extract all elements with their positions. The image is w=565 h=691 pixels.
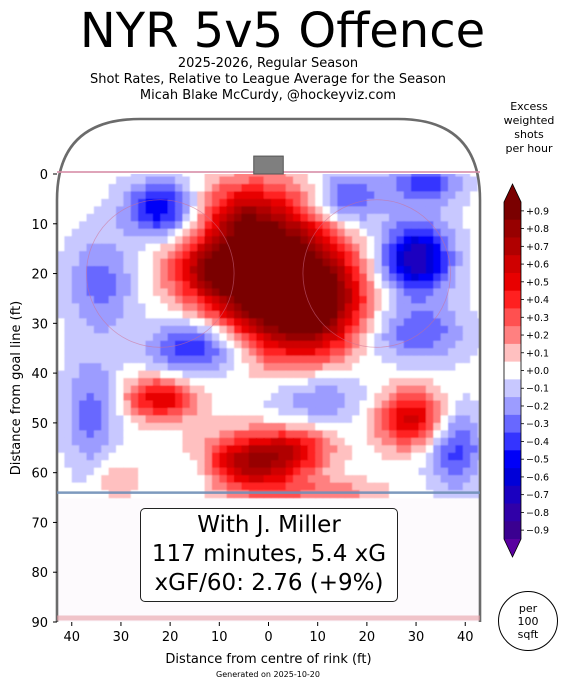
colorbar-tick-label: +0.8 (526, 224, 549, 235)
annotation-line-xgf: xGF/60: 2.76 (+9%) (154, 570, 384, 596)
colorbar-segment (504, 432, 521, 451)
colorbar-segment (504, 379, 521, 398)
y-tick-label: 60 (31, 467, 48, 482)
faceoff-circle-left (86, 199, 235, 348)
y-tick-label: 20 (31, 268, 48, 283)
colorbar-tick-label: −0.8 (526, 508, 549, 519)
colorbar-tick-label: +0.7 (526, 242, 549, 253)
colorbar-tick-label: −0.1 (526, 384, 549, 395)
stats-annotation-box: With J. Miller 117 minutes, 5.4 xG xGF/6… (140, 508, 398, 602)
colorbar-tick-label: −0.2 (526, 401, 549, 412)
y-axis-label: Distance from goal line (ft) (9, 301, 24, 475)
subtitle-description: Shot Rates, Relative to League Average f… (89, 72, 447, 87)
colorbar-segment (504, 290, 521, 309)
colorbar-tick-label: +0.9 (526, 206, 549, 217)
colorbar-title-line: per hour (505, 142, 553, 155)
y-tick-label: 10 (31, 218, 48, 233)
x-tick-label: 40 (457, 630, 474, 645)
chart-title: NYR 5v5 Offence (79, 3, 486, 59)
colorbar-segment (504, 468, 521, 487)
x-tick-label: 30 (113, 630, 130, 645)
faceoff-circle-right (302, 199, 451, 348)
colorbar-tick-label: −0.7 (526, 490, 549, 501)
x-tick-label: 0 (264, 630, 272, 645)
colorbar-segment (504, 219, 521, 238)
colorbar-segment (504, 308, 521, 327)
per-label-line: sqft (517, 627, 539, 641)
colorbar-tick-label: −0.5 (526, 455, 549, 466)
colorbar-segment (504, 361, 521, 380)
x-tick-label: 10 (211, 630, 228, 645)
colorbar-tick-label: −0.6 (526, 472, 549, 483)
y-tick-label: 50 (31, 417, 48, 432)
y-tick-label: 30 (31, 317, 48, 332)
colorbar-segment (504, 503, 521, 522)
subtitle-author: Micah Blake McCurdy, @hockeyviz.com (139, 88, 397, 103)
per-label-line: per (518, 601, 538, 615)
subtitle-season: 2025-2026, Regular Season (177, 56, 359, 71)
colorbar-under-arrow (504, 539, 521, 557)
colorbar-tick-label: +0.6 (526, 260, 549, 271)
y-tick-label: 70 (31, 516, 48, 531)
generated-date: Generated on 2025-10-20 (216, 670, 320, 679)
colorbar-tick-label: −0.4 (526, 437, 549, 448)
rink-boards (55, 117, 482, 622)
x-tick-label: 30 (408, 630, 425, 645)
rink-markings (55, 117, 482, 622)
colorbar-title: Excess weighted shots per hour (494, 100, 564, 156)
x-axis-label: Distance from centre of rink (ft) (165, 652, 371, 667)
colorbar-tick-label: +0.1 (526, 348, 549, 359)
colorbar-segment (504, 326, 521, 345)
per-area-badge: per 100 sqft (498, 591, 558, 651)
colorbar-segment (504, 343, 521, 363)
colorbar: +0.9 +0.8 +0.7 +0.6 +0.5 +0.4 +0.3 +0.2 +0.1 +0.0… (503, 183, 549, 558)
colorbar-segment (504, 255, 521, 274)
axes: 40 30 20 10 0 10 20 30 40 0 10 20 30 40 50 60 70 80 90 Dist… (9, 168, 474, 667)
x-tick-label: 20 (162, 630, 179, 645)
colorbar-title-line: shots (514, 128, 544, 141)
colorbar-segment (504, 450, 521, 469)
x-tick-label: 40 (63, 630, 80, 645)
annotation-line-minutes: 117 minutes, 5.4 xG (151, 541, 387, 567)
colorbar-tick-label: +0.0 (526, 366, 549, 377)
colorbar-title-line: weighted (503, 114, 555, 127)
colorbar-segment (504, 521, 521, 540)
colorbar-tick-label: −0.3 (526, 419, 549, 430)
x-tick-label: 10 (309, 630, 326, 645)
colorbar-segment (504, 272, 521, 292)
x-tick-label: 20 (359, 630, 376, 645)
y-tick-label: 80 (31, 566, 48, 581)
y-tick-label: 90 (31, 616, 48, 631)
colorbar-tick-label: +0.5 (526, 277, 549, 288)
heat-cells (57, 174, 480, 499)
per-label-line: 100 (517, 614, 539, 628)
y-tick-label: 40 (31, 367, 48, 382)
colorbar-segment (504, 414, 521, 433)
colorbar-tick-label: +0.2 (526, 331, 549, 342)
colorbar-outline (503, 183, 522, 558)
annotation-line-player: With J. Miller (197, 512, 341, 538)
colorbar-over-arrow (504, 184, 521, 202)
colorbar-tick-label: +0.4 (526, 295, 549, 306)
colorbar-segment (504, 237, 521, 256)
goal-net (253, 155, 284, 175)
colorbar-title-line: Excess (510, 100, 548, 113)
y-tick-label: 0 (40, 168, 48, 183)
colorbar-tick-label: +0.3 (526, 313, 549, 324)
colorbar-tick-label: −0.9 (526, 526, 549, 537)
colorbar-segment (504, 485, 521, 504)
colorbar-segment (504, 397, 521, 416)
colorbar-segment (504, 202, 521, 221)
